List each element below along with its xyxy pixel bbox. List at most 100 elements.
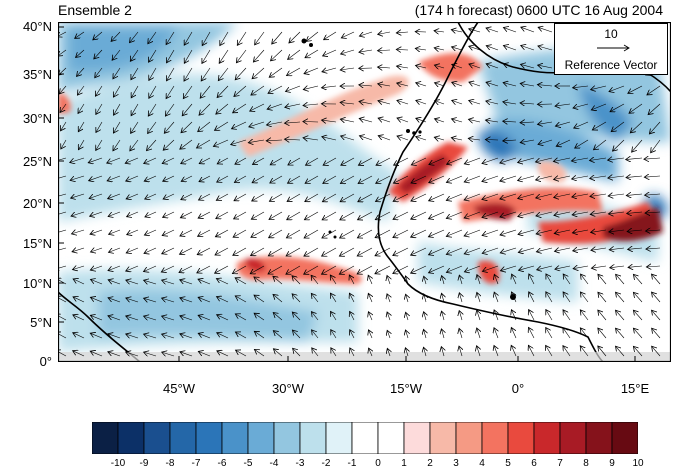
wind-vector — [96, 121, 103, 133]
wind-vector — [89, 175, 103, 181]
wind-vector — [108, 352, 121, 357]
wind-vector — [162, 316, 175, 320]
colorbar-tick-label: -6 — [217, 458, 227, 469]
wind-vector — [494, 328, 498, 339]
wind-vector — [393, 247, 409, 256]
colorbar-swatch — [559, 422, 587, 454]
wind-vector — [73, 279, 85, 285]
wind-vector — [435, 83, 445, 86]
wind-vector — [339, 265, 355, 274]
wind-vector — [554, 176, 571, 180]
wind-vector — [95, 67, 103, 78]
wind-vector — [451, 138, 463, 140]
wind-vector — [144, 280, 157, 284]
wind-vector — [511, 328, 517, 339]
lat-label-15n: 15°N — [22, 236, 52, 251]
wind-vector — [78, 121, 85, 132]
wind-vector — [652, 328, 661, 339]
wind-vector — [441, 329, 444, 339]
wind-vector — [236, 49, 247, 63]
wind-vector — [113, 139, 121, 151]
wind-vector — [216, 211, 229, 219]
wind-vector — [322, 193, 337, 202]
wind-vector — [94, 49, 103, 59]
wind-vector — [235, 157, 247, 164]
wind-vector — [109, 247, 121, 252]
wind-vector — [592, 121, 607, 130]
colorbar — [92, 422, 638, 454]
wind-vector — [434, 137, 445, 140]
wind-vector — [368, 275, 372, 285]
wind-vector — [429, 211, 445, 219]
wind-vector — [652, 274, 661, 285]
wind-vector — [215, 121, 229, 130]
wind-vector — [323, 49, 337, 56]
wind-vector — [182, 103, 193, 116]
wind-vector — [198, 297, 211, 303]
wind-vector — [285, 122, 301, 123]
wind-vector — [486, 82, 499, 86]
wind-vector — [554, 194, 571, 198]
wind-vector — [598, 328, 607, 339]
wind-vector — [349, 275, 354, 285]
wind-vector — [70, 157, 85, 163]
wind-vector — [442, 311, 445, 321]
colorbar-tick-label: 5 — [505, 458, 511, 469]
wind-vector — [482, 211, 499, 218]
wind-vector — [378, 101, 391, 104]
wind-vector — [628, 266, 643, 267]
wind-vector — [452, 100, 463, 104]
wind-vector — [58, 332, 67, 339]
wind-vector — [145, 211, 157, 217]
wind-vector — [633, 310, 643, 321]
wind-vector — [217, 333, 229, 339]
wind-vector — [477, 292, 480, 303]
wind-vector — [127, 211, 139, 217]
wind-vector — [396, 49, 409, 50]
wind-vector — [126, 298, 139, 302]
wind-vector — [268, 247, 283, 256]
wind-vector — [503, 83, 517, 86]
colorbar-tick-label: -8 — [165, 458, 175, 469]
wind-vector — [416, 137, 427, 140]
wind-vector — [273, 349, 283, 357]
wind-vector — [311, 275, 319, 285]
wind-vector — [609, 85, 625, 92]
wind-vector — [411, 247, 427, 255]
colorbar-swatch — [507, 422, 535, 454]
wind-vector — [459, 275, 462, 285]
wind-vector — [331, 311, 337, 321]
wind-vector — [529, 310, 535, 321]
wind-vector — [184, 49, 193, 63]
wind-vector — [359, 85, 373, 86]
wind-vector — [521, 27, 535, 33]
wind-vector — [610, 266, 625, 268]
wind-vector — [376, 193, 391, 202]
wind-vector — [520, 83, 535, 86]
wind-vector — [350, 330, 354, 339]
wind-vector — [144, 247, 157, 253]
wind-vector — [144, 316, 157, 320]
wind-vector — [59, 85, 67, 94]
wind-vector — [76, 49, 85, 58]
wind-vector — [126, 265, 139, 271]
wind-vector — [521, 64, 535, 68]
wind-vector — [394, 157, 409, 165]
wind-vector — [217, 85, 229, 98]
wind-vector — [563, 328, 571, 339]
wind-vector — [250, 103, 265, 111]
lon-label-15e: 15°E — [620, 381, 650, 396]
wind-vector — [464, 157, 481, 164]
wind-vector — [503, 140, 517, 141]
wind-vector — [500, 265, 517, 271]
wind-vector — [198, 315, 211, 321]
wind-vector — [341, 31, 355, 38]
wind-vector — [131, 103, 139, 116]
wind-vector — [393, 229, 409, 238]
wind-vector — [393, 211, 409, 219]
wind-vector — [216, 279, 229, 285]
wind-vector — [397, 66, 409, 68]
lat-label-30n: 30°N — [22, 111, 52, 126]
wind-vector — [387, 276, 390, 285]
colorbar-swatch — [481, 422, 509, 454]
